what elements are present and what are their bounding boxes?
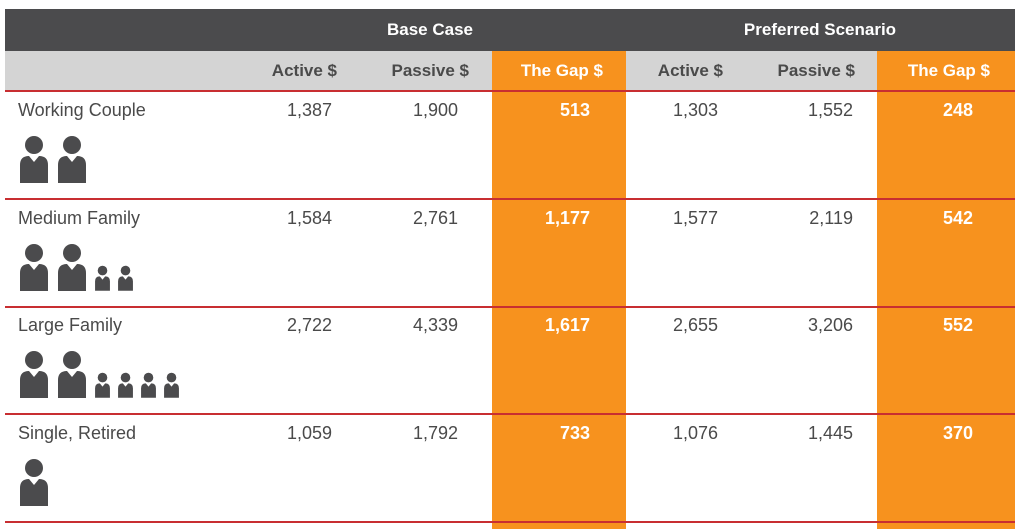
- column-header-gap-preferred: The Gap $: [907, 61, 990, 80]
- value-cell: 1,552: [807, 100, 853, 120]
- row-divider: [5, 413, 1015, 415]
- gap-value-cell: 1,617: [544, 315, 590, 335]
- gap-column-band-preferred: [877, 51, 1015, 529]
- row-divider: [5, 198, 1015, 200]
- group-header-base-case: Base Case: [386, 20, 473, 39]
- value-cell: 2,761: [412, 208, 458, 228]
- child-person-icon: [163, 372, 180, 398]
- value-cell: 4,339: [412, 315, 458, 335]
- adult-person-icon: [56, 243, 88, 291]
- child-person-icon: [117, 265, 134, 291]
- gap-value-cell: 370: [942, 423, 973, 443]
- row-divider: [5, 306, 1015, 308]
- row-label: Single, Retired: [18, 423, 137, 443]
- value-cell: 2,655: [672, 315, 718, 335]
- value-cell: 1,076: [672, 423, 718, 443]
- value-cell: 2,119: [809, 208, 853, 228]
- adult-person-icon: [56, 350, 88, 398]
- gap-value-cell: 1,177: [544, 208, 590, 228]
- value-cell: 1,303: [672, 100, 718, 120]
- table-row: Medium Family 1,584 2,761 1,177 1,577 2,119 54…: [5, 199, 1015, 307]
- gap-column-band-base: [492, 51, 626, 529]
- group-header-preferred-scenario: Preferred Scenario: [743, 20, 897, 39]
- row-divider: [5, 90, 1015, 92]
- column-header-gap-base: The Gap $: [520, 61, 603, 80]
- value-cell: 1,792: [412, 423, 458, 443]
- adult-person-icon: [18, 350, 50, 398]
- value-cell: 2,722: [286, 315, 332, 335]
- child-person-icon: [94, 372, 111, 398]
- child-person-icon: [117, 372, 134, 398]
- column-header-active-preferred: Active $: [657, 61, 723, 80]
- value-cell: 1,059: [286, 423, 332, 443]
- table-row: Working Couple 1,387 1,900 513 1,303 1,552 248: [5, 91, 1015, 199]
- row-divider: [5, 521, 1015, 523]
- value-cell: 1,584: [286, 208, 332, 228]
- child-person-icon: [94, 265, 111, 291]
- value-cell: 1,577: [672, 208, 718, 228]
- adult-person-icon: [18, 243, 50, 291]
- row-label: Medium Family: [18, 208, 141, 228]
- adult-person-icon: [56, 135, 88, 183]
- table-row: Single, Retired 1,059 1,792 733 1,076 1,445 37…: [5, 414, 1015, 522]
- column-header-labels: Active $ Passive $ The Gap $ Active $ Pa…: [5, 51, 1015, 91]
- value-cell: 3,206: [807, 315, 853, 335]
- adult-person-icon: [18, 135, 50, 183]
- child-person-icon: [140, 372, 157, 398]
- adult-person-icon: [18, 458, 50, 506]
- value-cell: 1,387: [286, 100, 332, 120]
- value-cell: 1,445: [807, 423, 853, 443]
- gap-value-cell: 552: [942, 315, 973, 335]
- column-header-passive-preferred: Passive $: [777, 61, 855, 80]
- value-cell: 1,900: [412, 100, 458, 120]
- column-header-active-base: Active $: [271, 61, 337, 80]
- gap-value-cell: 513: [559, 100, 590, 120]
- row-label: Large Family: [18, 315, 123, 335]
- group-header-row: Base Case Preferred Scenario: [5, 9, 1015, 51]
- table-row: Large Family 2,722 4,339 1,617 2,655 3,206 552: [5, 306, 1015, 414]
- gap-value-cell: 248: [942, 100, 973, 120]
- household-gap-table: Base Case Preferred Scenario Active $ Pa…: [5, 9, 1015, 529]
- gap-value-cell: 733: [559, 423, 590, 443]
- gap-value-cell: 542: [942, 208, 973, 228]
- row-label: Working Couple: [18, 100, 146, 120]
- column-header-passive-base: Passive $: [391, 61, 469, 80]
